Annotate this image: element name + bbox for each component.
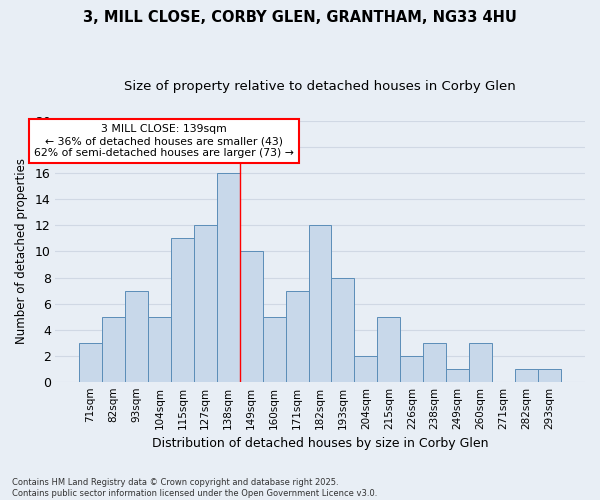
Bar (469, 343, 492, 382)
Bar (217, 173, 239, 382)
Y-axis label: Number of detached properties: Number of detached properties (15, 158, 28, 344)
Text: Contains HM Land Registry data © Crown copyright and database right 2025.
Contai: Contains HM Land Registry data © Crown c… (12, 478, 377, 498)
Bar (102, 317, 125, 382)
Bar (239, 252, 263, 382)
Bar (148, 317, 171, 382)
Bar (377, 317, 400, 382)
Bar (446, 370, 469, 382)
X-axis label: Distribution of detached houses by size in Corby Glen: Distribution of detached houses by size … (152, 437, 488, 450)
Bar (400, 356, 423, 382)
Bar (125, 290, 148, 382)
Bar (515, 370, 538, 382)
Bar (331, 278, 355, 382)
Bar (423, 343, 446, 382)
Title: Size of property relative to detached houses in Corby Glen: Size of property relative to detached ho… (124, 80, 516, 93)
Bar (538, 370, 561, 382)
Text: 3 MILL CLOSE: 139sqm
← 36% of detached houses are smaller (43)
62% of semi-detac: 3 MILL CLOSE: 139sqm ← 36% of detached h… (34, 124, 294, 158)
Bar (79, 343, 102, 382)
Bar (263, 317, 286, 382)
Text: 3, MILL CLOSE, CORBY GLEN, GRANTHAM, NG33 4HU: 3, MILL CLOSE, CORBY GLEN, GRANTHAM, NG3… (83, 10, 517, 25)
Bar (286, 290, 308, 382)
Bar (355, 356, 377, 382)
Bar (194, 226, 217, 382)
Bar (308, 226, 331, 382)
Bar (171, 238, 194, 382)
